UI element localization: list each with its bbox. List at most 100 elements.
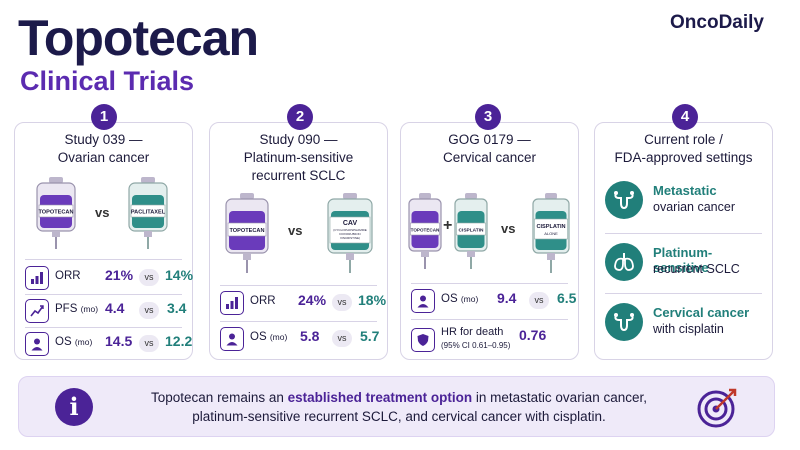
- card-title-line: FDA-approved settings: [614, 150, 753, 165]
- card-title-line: Platinum-sensitive: [243, 150, 354, 165]
- stat-value-comparator: 12.2: [165, 333, 193, 349]
- study-card-039: Study 039 — Ovarian cancer TOPOTECAN vs …: [14, 122, 193, 360]
- stat-row-os: OS (mo) 9.4 vs 6.5: [411, 287, 576, 315]
- summary-line-2: platinum-sensitive recurrent SCLC, and c…: [192, 409, 606, 424]
- bag-sublabel: ALONE: [544, 231, 558, 236]
- divider: [220, 321, 377, 322]
- vs-pill: vs: [139, 269, 159, 286]
- iv-bag-icon: TOPOTECAN: [36, 177, 76, 249]
- card-title-line: recurrent SCLC: [251, 168, 346, 183]
- current-role-card: Current role / FDA-approved settings Met…: [594, 122, 773, 360]
- role-title: Metastatic: [653, 183, 717, 198]
- summary-text: Topotecan remains an established treatme…: [119, 388, 679, 426]
- stat-value-comparator: 3.4: [167, 300, 187, 316]
- divider: [605, 233, 762, 234]
- target-icon: [697, 388, 737, 428]
- summary-banner: i Topotecan remains an established treat…: [18, 376, 775, 437]
- stat-row-os: OS (mo) 14.5 vs 12.2: [25, 330, 192, 358]
- stat-value-topotecan: 9.4: [497, 290, 517, 306]
- bag-sublabel: DOXORUBICIN: [339, 232, 360, 236]
- vs-label: vs: [288, 223, 303, 238]
- stat-row-hr: HR for death (95% CI 0.61–0.95) 0.76: [411, 323, 572, 357]
- info-icon: i: [55, 388, 93, 426]
- stat-row-os: OS (mo) 5.8 vs 5.7: [220, 325, 381, 353]
- card-title: GOG 0179 — Cervical cancer: [401, 131, 578, 167]
- bag-label: TOPOTECAN: [229, 228, 264, 234]
- role-item-cervical: Cervical cancer with cisplatin: [605, 299, 764, 351]
- stat-label: ORR: [55, 270, 81, 282]
- page-title: Topotecan: [18, 10, 259, 66]
- divider: [25, 294, 182, 295]
- uterus-icon: [605, 303, 643, 341]
- vs-label: vs: [95, 205, 110, 220]
- stat-label: HR for death: [441, 326, 504, 338]
- role-subtitle: ovarian cancer: [653, 200, 735, 214]
- stat-row-pfs: PFS (mo) 4.4 vs 3.4: [25, 297, 186, 325]
- divider: [25, 327, 182, 328]
- vs-pill: vs: [332, 294, 352, 311]
- summary-line-1: Topotecan remains an established treatme…: [151, 390, 647, 405]
- stat-value-topotecan: 14.5: [105, 333, 133, 349]
- stat-value-comparator: 6.5: [557, 290, 577, 306]
- vs-pill: vs: [139, 335, 159, 352]
- vs-pill: vs: [139, 302, 159, 319]
- bag-label: PACLITAXEL: [131, 210, 166, 216]
- card-title-line: Cervical cancer: [442, 150, 537, 165]
- bag-label: TOPOTECAN: [38, 210, 73, 216]
- stat-value-topotecan: 24%: [298, 292, 327, 308]
- bag-label: TOPOTECAN: [411, 228, 440, 233]
- role-item-ovarian: Metastatic ovarian cancer: [605, 177, 764, 229]
- card-title-line: Study 039 —: [64, 132, 143, 147]
- bar-chart-icon: [220, 291, 244, 315]
- card-title-line: GOG 0179 —: [448, 132, 531, 147]
- card-title: Study 090 — Platinum-sensitive recurrent…: [210, 131, 387, 185]
- bag-sublabel: VINCRISTINE): [340, 236, 360, 240]
- brand-logo: OncoDaily: [670, 12, 764, 33]
- shield-icon: [411, 328, 435, 352]
- iv-bag-icon: CISPLATIN: [454, 193, 488, 269]
- card-title-line: Ovarian cancer: [57, 150, 150, 165]
- divider: [220, 285, 377, 286]
- stat-label: OS (mo): [441, 293, 479, 305]
- card-title-line: Study 090 —: [259, 132, 338, 147]
- card-title: Current role / FDA-approved settings: [595, 131, 772, 167]
- stat-label: OS (mo): [250, 331, 288, 343]
- role-subtitle: with cisplatin: [653, 322, 724, 336]
- stat-value-hr: 0.76: [519, 327, 547, 343]
- stat-label: PFS (mo): [55, 303, 99, 315]
- card-title-line: Current role /: [644, 132, 723, 147]
- vs-label: vs: [501, 221, 516, 236]
- person-icon: [411, 289, 435, 313]
- card-title: Study 039 — Ovarian cancer: [15, 131, 192, 167]
- step-number-1: 1: [91, 104, 117, 130]
- iv-bag-icon: CISPLATIN ALONE: [532, 193, 570, 273]
- divider: [605, 293, 762, 294]
- bar-chart-icon: [25, 266, 49, 290]
- person-icon: [25, 332, 49, 356]
- role-subtitle: recurrent SCLC: [653, 262, 740, 276]
- step-number-4: 4: [672, 104, 698, 130]
- trend-line-icon: [25, 299, 49, 323]
- stat-row-orr: ORR 21% vs 14%: [25, 264, 193, 292]
- role-title: Platinum-sensitive: [653, 245, 713, 275]
- iv-bag-icon: TOPOTECAN: [225, 193, 269, 273]
- stat-value-topotecan: 4.4: [105, 300, 125, 316]
- role-title: Cervical cancer: [653, 305, 750, 320]
- stat-value-comparator: 5.7: [360, 328, 380, 344]
- plus-sign: +: [443, 217, 453, 234]
- bag-label: CISPLATIN: [459, 228, 484, 234]
- divider: [411, 319, 568, 320]
- stat-sublabel: (95% CI 0.61–0.95): [441, 341, 511, 350]
- role-item-sclc: Platinum-sensitive recurrent SCLC: [605, 239, 764, 291]
- page-subtitle: Clinical Trials: [20, 66, 195, 96]
- iv-bag-icon: TOPOTECAN: [408, 193, 442, 269]
- bag-label: CISPLATIN: [536, 224, 565, 230]
- step-number-2: 2: [287, 104, 313, 130]
- lungs-icon: [605, 243, 643, 281]
- stat-value-comparator: 18%: [358, 292, 387, 308]
- stat-label: ORR: [250, 295, 276, 307]
- stat-value-topotecan: 21%: [105, 267, 134, 283]
- person-icon: [220, 327, 244, 351]
- vs-pill: vs: [529, 292, 549, 309]
- bag-label: CAV: [343, 220, 358, 227]
